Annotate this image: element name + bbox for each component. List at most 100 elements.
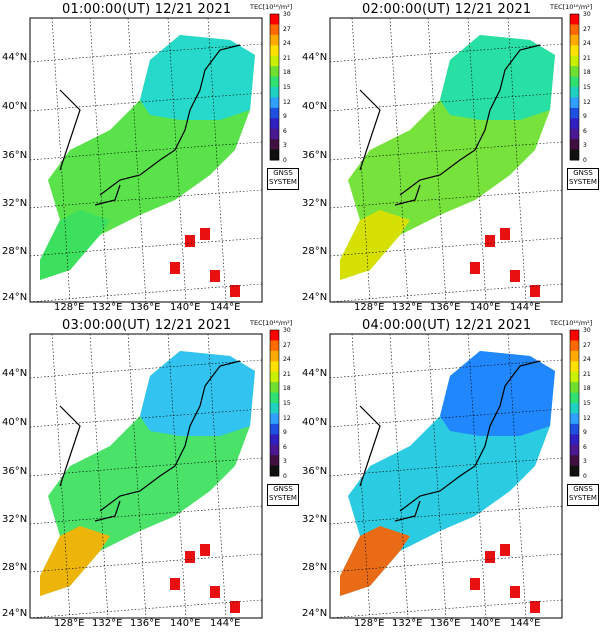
colorbar-segment <box>270 118 279 130</box>
tec-field-north <box>440 351 555 436</box>
colorbar-label: TEC[10¹⁶/m²] <box>250 3 293 11</box>
colorbar-segment <box>270 76 279 88</box>
colorbar-tick: 0 <box>283 473 287 480</box>
longitude-label: 128°E <box>54 302 85 313</box>
system-line: SYSTEM <box>269 494 297 502</box>
colorbar-segment <box>570 403 579 414</box>
system-line: SYSTEM <box>569 494 597 502</box>
colorbar-tick: 3 <box>583 458 587 466</box>
latitude-label: 44°N <box>302 52 328 63</box>
tec-patch <box>485 235 495 247</box>
colorbar-tick: 3 <box>583 142 587 150</box>
colorbar-segment <box>570 55 579 67</box>
tec-patch <box>200 228 210 240</box>
latitude-label: 24°N <box>2 292 28 303</box>
longitude-label: 132°E <box>92 302 123 313</box>
colorbar-tick: 18 <box>283 69 291 77</box>
tec-field-north <box>140 35 255 120</box>
tec-patch <box>200 544 210 556</box>
colorbar-tick: 30 <box>283 327 291 334</box>
gnss-line: GNSS <box>573 169 593 177</box>
colorbar-segment <box>570 330 579 341</box>
colorbar-tick: 21 <box>583 370 591 378</box>
latitude-line <box>29 505 263 525</box>
colorbar-segment <box>270 66 279 78</box>
colorbar-label: TEC[10¹⁶/m²] <box>250 319 293 327</box>
colorbar-segment <box>570 350 579 362</box>
latitude-label: 40°N <box>302 417 328 428</box>
colorbar-segment <box>570 149 579 161</box>
colorbar-tick: 27 <box>283 25 291 33</box>
colorbar-segment <box>270 149 279 161</box>
latitude-line <box>29 141 263 161</box>
latitude-line <box>329 553 563 573</box>
colorbar-segment <box>270 371 279 383</box>
latitude-label: 36°N <box>302 466 328 477</box>
colorbar-segment <box>570 340 579 352</box>
colorbar-tick: 6 <box>283 443 287 451</box>
tec-patch <box>470 262 480 274</box>
latitude-line <box>29 189 263 209</box>
tec-patch <box>530 285 540 297</box>
gnss-line: GNSS <box>573 485 593 493</box>
latitude-label: 28°N <box>302 562 328 573</box>
latitude-label: 44°N <box>2 52 28 63</box>
latitude-line <box>329 505 563 525</box>
colorbar-segment <box>570 45 579 57</box>
colorbar-segment <box>270 434 279 446</box>
longitude-label: 140°E <box>170 618 201 629</box>
colorbar-segment <box>270 413 279 425</box>
colorbar-segment <box>270 382 279 394</box>
longitude-label: 132°E <box>392 302 423 313</box>
colorbar-tick: 15 <box>583 400 591 407</box>
colorbar-tick: 24 <box>583 40 591 48</box>
tec-field-south <box>40 526 110 596</box>
latitude-line <box>29 553 263 573</box>
latitude-label: 40°N <box>2 417 28 428</box>
colorbar-tick: 27 <box>583 25 591 33</box>
latitude-label: 44°N <box>2 368 28 379</box>
latitude-line <box>329 141 563 161</box>
coastline <box>359 44 541 206</box>
latitude-label: 36°N <box>302 150 328 161</box>
colorbar-tick: 27 <box>583 341 591 349</box>
tec-patch <box>185 551 195 563</box>
colorbar-tick: 9 <box>283 429 287 437</box>
longitude-label: 144°E <box>210 618 241 629</box>
colorbar-segment <box>570 34 579 46</box>
coastline <box>359 360 541 522</box>
colorbar-tick: 0 <box>283 157 287 164</box>
latitude-label: 32°N <box>302 198 328 209</box>
latitude-label: 28°N <box>302 246 328 257</box>
colorbar-segment <box>570 371 579 383</box>
colorbar-segment <box>270 465 279 477</box>
colorbar-segment <box>570 97 579 109</box>
latitude-line <box>329 189 563 209</box>
colorbar-tick: 30 <box>583 11 591 18</box>
longitude-label: 136°E <box>130 302 161 313</box>
tec-patch <box>500 544 510 556</box>
longitude-label: 128°E <box>354 302 385 313</box>
panel-title: 01:00:00(UT) 12/21 2021 <box>62 2 232 17</box>
latitude-line <box>29 283 263 303</box>
coastline <box>59 44 241 206</box>
colorbar-tick: 30 <box>283 11 291 18</box>
tec-patch <box>185 235 195 247</box>
tec-patch <box>510 270 520 282</box>
latitude-label: 36°N <box>2 466 28 477</box>
tec-map-panel: 04:00:00(UT) 12/21 2021 TEC[10¹⁶/m²] 30 27 2… <box>300 316 600 632</box>
tec-patch <box>210 270 220 282</box>
colorbar-tick: 15 <box>283 84 291 91</box>
colorbar-segment <box>570 14 579 25</box>
tec-patch <box>230 601 240 613</box>
colorbar-segment <box>570 87 579 98</box>
colorbar-segment <box>570 455 579 467</box>
map-canvas <box>329 13 580 303</box>
tec-field-south <box>40 210 110 280</box>
colorbar-tick: 9 <box>283 113 287 121</box>
longitude-label: 128°E <box>354 618 385 629</box>
tec-patch <box>530 601 540 613</box>
colorbar-tick: 24 <box>583 356 591 364</box>
panel-title: 03:00:00(UT) 12/21 2021 <box>62 318 232 333</box>
colorbar-segment <box>270 24 279 36</box>
